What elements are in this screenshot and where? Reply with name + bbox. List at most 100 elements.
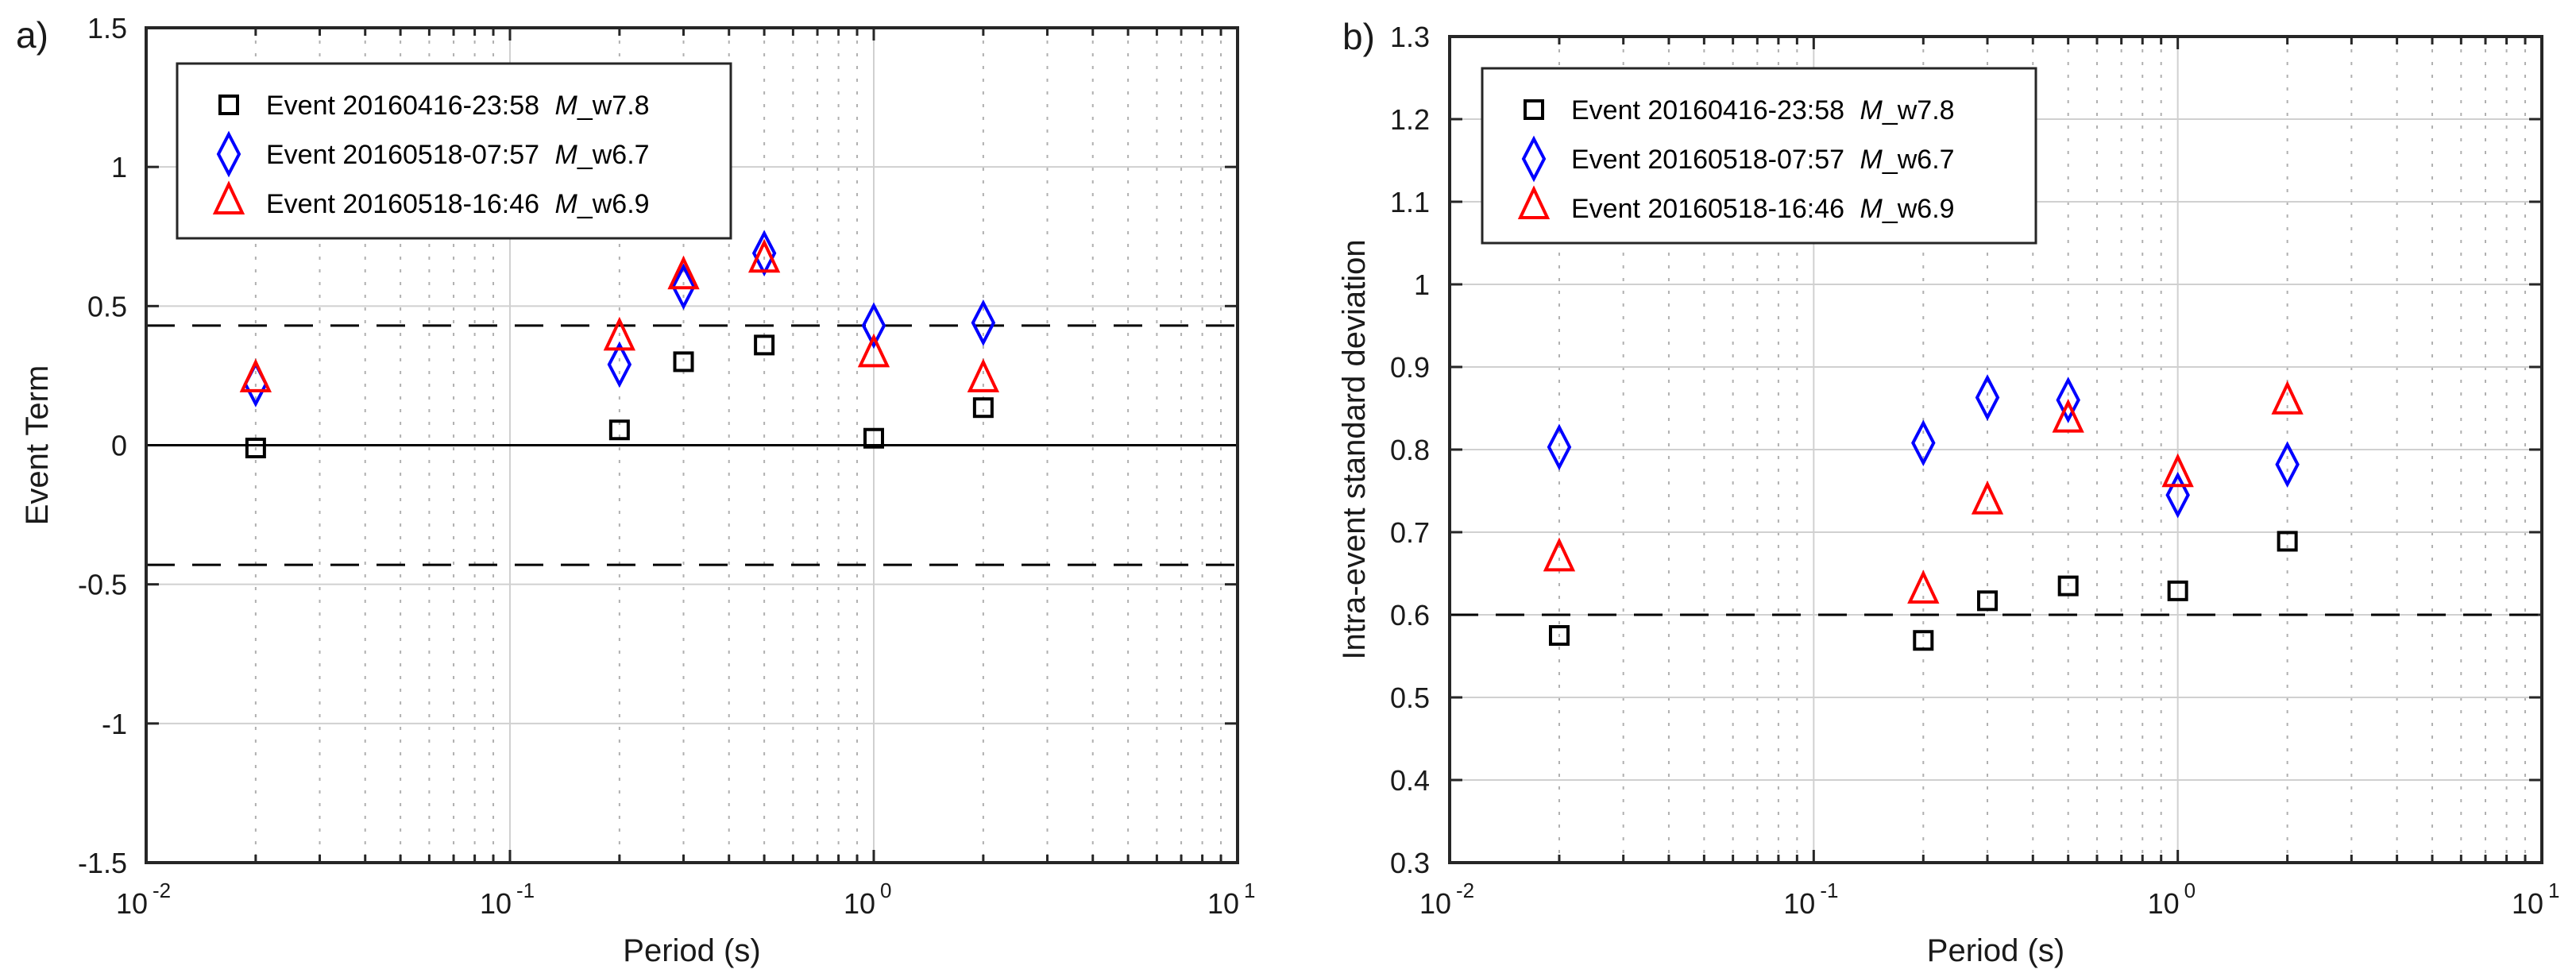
y-tick-label: 1	[1414, 268, 1430, 301]
data-point-square	[245, 438, 266, 459]
x-tick-label-base: 10	[2512, 887, 2543, 920]
data-point-diamond	[1975, 374, 2000, 421]
x-tick-label-exponent: 0	[880, 879, 891, 902]
data-point-square	[1913, 630, 1934, 651]
legend-entry-name: Event 20160518-16:46	[1571, 194, 1852, 224]
y-axis-label: Intra-event standard deviation	[1337, 239, 1372, 659]
legend-entry-name: Event 20160518-07:57	[1571, 145, 1852, 175]
data-point-square	[1977, 590, 1999, 612]
x-tick-label-exponent: -1	[516, 879, 535, 902]
legend-marker-diamond	[216, 130, 241, 178]
panel-label: a)	[16, 14, 48, 56]
legend-marker-diamond	[1521, 135, 1547, 183]
data-point-triangle	[967, 358, 1000, 392]
data-point-diamond	[2275, 441, 2300, 488]
x-tick-label-exponent: 1	[2548, 879, 2559, 902]
data-point-triangle	[2052, 398, 2084, 433]
legend-entry-italic: M	[555, 91, 578, 121]
panel-b-intra-event-std: 10 -2 10 -1 10 0 10 11.31.21.110.90.80.70.60.50…	[1337, 16, 2559, 968]
data-point-triangle	[857, 333, 890, 368]
legend: Event 20160416-23:58 M _w7.8 Event 2016051…	[1481, 67, 2037, 245]
data-point-diamond	[751, 230, 777, 277]
data-point-square	[2057, 575, 2079, 597]
legend-entry-italic: M	[1860, 145, 1883, 175]
x-tick-label-base: 10	[116, 887, 148, 920]
data-point-triangle	[239, 358, 272, 392]
data-point-diamond	[607, 341, 632, 388]
data-point-diamond	[861, 302, 886, 349]
legend-entry-italic: M	[1860, 194, 1883, 224]
data-point-square	[2277, 531, 2298, 552]
legend-entry-name: Event 20160416-23:58	[1571, 95, 1852, 126]
data-point-square	[673, 351, 694, 373]
x-tick-label-exponent: -1	[1820, 879, 1838, 902]
legend-entry-suffix: _w6.9	[577, 189, 650, 219]
y-axis-label: Event Term	[20, 365, 55, 526]
y-tick-label: 0.7	[1390, 516, 1430, 549]
legend-entry-label: Event 20160518-16:46 M_w6.9	[1571, 194, 1955, 224]
legend-box	[1481, 67, 2037, 245]
x-tick-label-base: 10	[1207, 887, 1239, 920]
x-axis-label: Period (s)	[623, 933, 760, 968]
data-point-diamond	[1547, 423, 1572, 471]
legend-entry-suffix: _w7.8	[577, 91, 650, 121]
axes-frame	[145, 26, 1239, 864]
data-point-triangle	[603, 316, 636, 351]
legend-entry-label: Event 20160518-07:57 M_w6.7	[266, 140, 650, 170]
data-point-triangle	[747, 238, 781, 273]
data-point-square	[1548, 625, 1570, 646]
y-tick-label: 0	[111, 430, 127, 462]
y-tick-label: 0.4	[1390, 764, 1430, 797]
y-tick-label: -1	[102, 708, 127, 740]
series-square	[245, 334, 994, 459]
legend-entry-suffix: _w7.8	[1882, 95, 1955, 126]
y-tick-label: 0.3	[1390, 847, 1430, 879]
legend-entry-suffix: _w6.9	[1882, 194, 1955, 224]
legend-entry-name: Event 20160518-07:57	[266, 140, 547, 170]
data-point-diamond	[1911, 419, 1936, 467]
y-tick-label: 1.1	[1390, 186, 1430, 218]
y-tick-label: 0.5	[1390, 682, 1430, 714]
data-point-triangle	[1907, 570, 1940, 604]
data-point-square	[863, 427, 884, 449]
legend-entry-label: Event 20160518-07:57 M_w6.7	[1571, 145, 1955, 175]
x-tick-label-base: 10	[1419, 887, 1451, 920]
x-tick-label-exponent: 1	[1244, 879, 1255, 902]
x-tick-label-base: 10	[1783, 887, 1815, 920]
data-point-diamond	[971, 299, 996, 346]
series-triangle	[239, 238, 1000, 392]
data-point-triangle	[1971, 480, 2004, 515]
legend-marker-triangle	[1517, 185, 1551, 219]
data-point-triangle	[667, 255, 700, 290]
legend-entry-name: Event 20160518-16:46	[266, 189, 547, 219]
y-tick-label: 0.5	[87, 290, 127, 322]
x-tick-label-exponent: -2	[1456, 879, 1474, 902]
y-tick-label: 0.9	[1390, 351, 1430, 384]
legend-entry-italic: M	[555, 189, 578, 219]
legend-entry-label: Event 20160518-16:46 M_w6.9	[266, 189, 650, 219]
y-tick-label: 0.6	[1390, 599, 1430, 631]
legend-entry-italic: M	[555, 140, 578, 170]
x-tick-label-base: 10	[844, 887, 875, 920]
data-point-triangle	[2161, 453, 2194, 488]
data-point-diamond	[671, 263, 696, 311]
legend-entry-suffix: _w6.7	[577, 140, 650, 170]
x-tick-label-exponent: -2	[153, 879, 171, 902]
y-tick-label: 1.2	[1390, 103, 1430, 136]
legend-entry-label: Event 20160416-23:58 M_w7.8	[266, 91, 650, 121]
series-square	[1548, 531, 2298, 651]
legend-entry-name: Event 20160416-23:58	[266, 91, 547, 121]
legend-marker-square	[218, 95, 239, 115]
series-diamond	[1547, 374, 2300, 519]
data-point-triangle	[1543, 537, 1576, 572]
axes-frame	[1448, 35, 2543, 864]
data-point-triangle	[2271, 380, 2304, 415]
legend-entry-suffix: _w6.7	[1882, 145, 1955, 175]
y-tick-label: 1.3	[1390, 21, 1430, 53]
y-tick-label: -0.5	[78, 569, 127, 601]
data-point-diamond	[2165, 471, 2190, 519]
data-point-square	[608, 419, 630, 441]
x-tick-label-base: 10	[480, 887, 512, 920]
